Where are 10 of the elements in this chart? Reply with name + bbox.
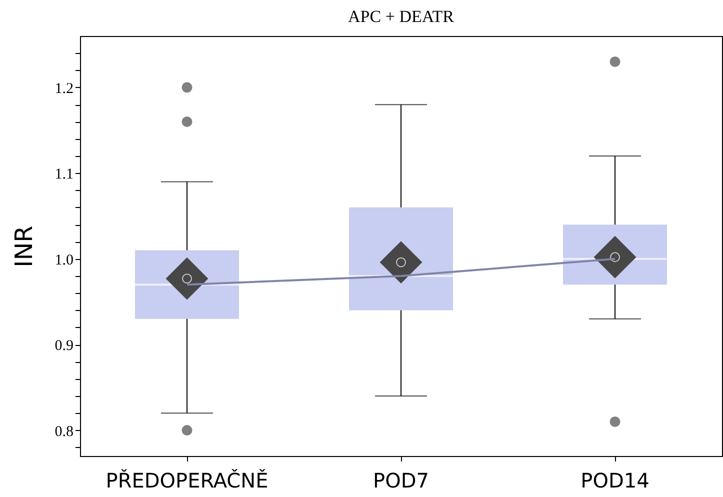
y-tick-label: 0.8	[54, 424, 74, 440]
y-tick-label: 1.1	[54, 166, 74, 183]
chart-title: APC + DEATR	[348, 7, 455, 26]
x-tick-label: PŘEDOPERAČNĚ	[106, 468, 268, 492]
y-axis-title: INR	[10, 226, 38, 268]
y-tick-label: 1.2	[54, 80, 74, 97]
y-tick-label: 1.0	[54, 252, 74, 268]
x-tick-label: POD14	[580, 468, 650, 492]
y-tick-label: 0.9	[54, 338, 74, 354]
x-tick-label: POD7	[373, 468, 429, 492]
